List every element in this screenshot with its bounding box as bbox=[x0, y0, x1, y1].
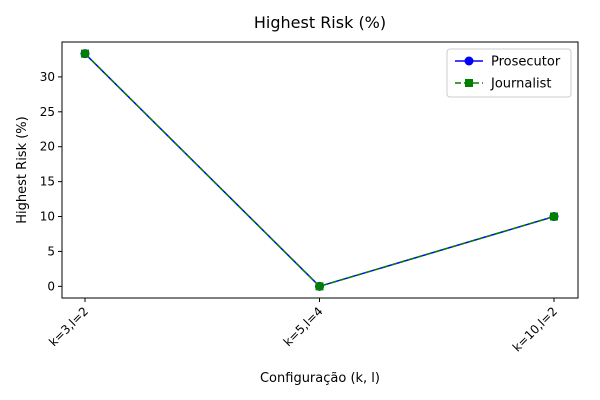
y-tick-label: 0 bbox=[47, 279, 55, 293]
data-point-journalist bbox=[550, 212, 558, 221]
y-tick-label: 10 bbox=[40, 210, 55, 224]
y-tick-label: 25 bbox=[40, 105, 55, 119]
legend: Prosecutor Journalist bbox=[446, 48, 572, 98]
y-tick-label: 20 bbox=[40, 140, 55, 154]
x-tick-label: k=3,l=2 bbox=[46, 304, 91, 349]
x-tick-label: k=10,l=2 bbox=[510, 304, 560, 354]
y-axis-label: Highest Risk (%) bbox=[15, 116, 30, 223]
series-layer bbox=[80, 49, 559, 291]
legend-label-prosecutor: Prosecutor bbox=[491, 55, 561, 70]
x-axis: k=3,l=2 k=5,l=4 k=10,l=2 bbox=[46, 298, 560, 355]
legend-marker-journalist bbox=[465, 79, 473, 87]
y-axis: 0 5 10 15 20 25 30 bbox=[40, 70, 62, 293]
y-tick-label: 5 bbox=[47, 244, 55, 258]
y-tick-label: 30 bbox=[40, 70, 55, 84]
legend-marker-prosecutor bbox=[464, 56, 474, 66]
chart-title: Highest Risk (%) bbox=[254, 13, 386, 32]
legend-label-journalist: Journalist bbox=[490, 77, 551, 92]
x-tick-label: k=5,l=4 bbox=[281, 304, 326, 349]
data-point-journalist bbox=[315, 282, 324, 291]
data-point-journalist bbox=[81, 49, 89, 58]
x-axis-label: Configuração (k, l) bbox=[260, 371, 380, 386]
series-line-journalist bbox=[84, 53, 555, 288]
y-tick-label: 15 bbox=[40, 175, 55, 189]
